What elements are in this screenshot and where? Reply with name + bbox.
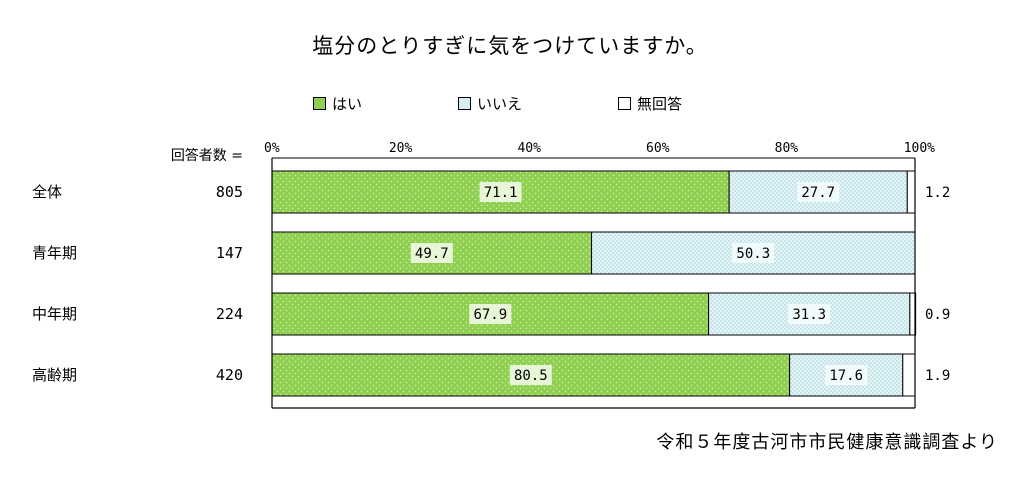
chart-title: 塩分のとりすぎに気をつけていますか。 <box>312 34 708 58</box>
category-label: 中年期 <box>32 305 77 323</box>
x-tick-label: 100% <box>904 141 935 156</box>
legend-swatch-no <box>458 97 471 110</box>
value-label: 27.7 <box>801 185 835 201</box>
x-tick-label: 0% <box>264 141 280 156</box>
value-label-bg <box>788 304 831 324</box>
bar-segment-noanswer <box>909 292 917 336</box>
value-label-bg <box>469 304 512 324</box>
bar-segment-noanswer <box>902 353 916 397</box>
category-label: 青年期 <box>32 244 77 262</box>
n-header: 回答者数 = <box>171 147 243 164</box>
legend-label-noanswer: 無回答 <box>637 95 683 113</box>
x-tick-label: 20% <box>389 141 413 156</box>
count-label: 224 <box>216 305 243 323</box>
value-label: 67.9 <box>473 307 507 323</box>
value-label-bg <box>509 365 552 385</box>
source-note: 令和５年度古河市市民健康意識調査より <box>656 432 998 453</box>
count-label: 147 <box>216 244 243 262</box>
x-tick-label: 40% <box>517 141 541 156</box>
category-label: 全体 <box>32 183 62 201</box>
value-label-bg <box>825 365 868 385</box>
count-label: 805 <box>216 183 243 201</box>
legend-label-yes: はい <box>332 95 363 113</box>
value-label-bg <box>797 182 840 202</box>
value-label: 1.9 <box>925 368 950 384</box>
value-label: 71.1 <box>484 185 518 201</box>
category-label: 高齢期 <box>32 366 77 384</box>
value-label: 31.3 <box>792 307 826 323</box>
x-tick-label: 60% <box>646 141 670 156</box>
value-label: 1.2 <box>925 185 950 201</box>
legend-swatch-noanswer <box>618 97 631 110</box>
value-label: 80.5 <box>514 368 548 384</box>
value-label-bg <box>732 243 775 263</box>
legend-item-noanswer: 無回答 <box>618 93 682 114</box>
count-label: 420 <box>216 366 243 384</box>
x-tick-label: 80% <box>775 141 799 156</box>
legend-item-yes: はい <box>313 93 362 114</box>
value-label-bg <box>479 182 522 202</box>
legend-swatch-yes <box>313 97 326 110</box>
value-label: 50.3 <box>736 246 770 262</box>
value-label: 0.9 <box>925 307 950 323</box>
legend-label-no: いいえ <box>477 95 523 113</box>
value-label-bg <box>410 243 453 263</box>
legend-item-no: いいえ <box>458 93 522 114</box>
bar-segment-noanswer <box>906 170 916 214</box>
legend: はい いいえ 無回答 <box>0 93 1020 117</box>
value-label: 49.7 <box>415 246 449 262</box>
value-label: 17.6 <box>829 368 863 384</box>
